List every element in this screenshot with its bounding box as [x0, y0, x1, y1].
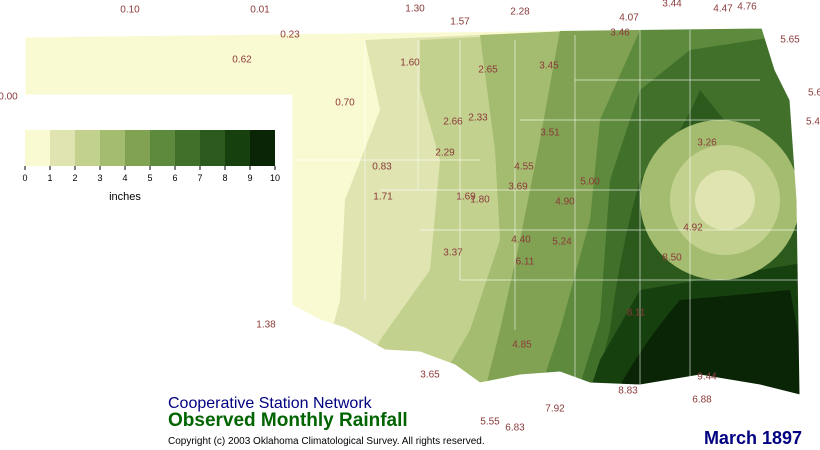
- station-value: 5.24: [552, 237, 572, 248]
- station-value: 3.65: [420, 370, 440, 381]
- station-value: 5.00: [580, 177, 600, 188]
- legend-tick-label: 4: [122, 173, 127, 183]
- county-lines: [292, 30, 800, 385]
- date-label: March 1897: [704, 428, 802, 448]
- station-value: 1.57: [450, 17, 470, 28]
- station-value: 1.30: [405, 4, 425, 15]
- station-value: 2.65: [478, 65, 498, 76]
- station-value: 8.50: [662, 253, 682, 264]
- station-value: 7.92: [545, 404, 565, 415]
- legend-swatch: [200, 130, 225, 166]
- legend-tick-label: 9: [247, 173, 252, 183]
- station-value: 1.71: [373, 192, 393, 203]
- station-value: 8.83: [618, 386, 638, 397]
- legend-tick-label: 10: [270, 173, 280, 183]
- station-value: 6.88: [692, 395, 712, 406]
- station-value: 2.29: [435, 148, 455, 159]
- station-value: 1.80: [470, 195, 490, 206]
- legend-label: inches: [109, 191, 141, 203]
- station-value: 5.65: [780, 35, 800, 46]
- station-value: 4.76: [737, 2, 757, 13]
- station-value: 0.00: [0, 92, 18, 103]
- station-value: 3.44: [662, 0, 682, 10]
- station-value: 0.62: [232, 55, 252, 66]
- station-value: 1.38: [256, 320, 276, 331]
- station-value: 0.10: [120, 5, 140, 16]
- station-value: 0.70: [335, 98, 355, 109]
- station-value: 4.85: [512, 340, 532, 351]
- network-label: Cooperative Station Network: [168, 395, 373, 412]
- station-value: 4.90: [555, 197, 575, 208]
- station-value: 1.69: [456, 192, 476, 203]
- map-title: Observed Monthly Rainfall: [168, 410, 408, 431]
- station-value: 4.07: [619, 13, 639, 24]
- legend-swatch: [125, 130, 150, 166]
- legend-swatch: [175, 130, 200, 166]
- station-value: 0.83: [372, 162, 392, 173]
- station-value: 2.66: [443, 117, 463, 128]
- station-value: 6.83: [505, 423, 525, 434]
- legend-swatch: [75, 130, 100, 166]
- station-value: 0.23: [280, 30, 300, 41]
- legend-tick-label: 1: [47, 173, 52, 183]
- legend-swatch: [225, 130, 250, 166]
- legend-tick-label: 7: [197, 173, 202, 183]
- station-value: 2.28: [510, 7, 530, 18]
- legend-swatch: [150, 130, 175, 166]
- station-value: 3.26: [697, 138, 717, 149]
- station-value: 0.01: [250, 5, 270, 16]
- station-value: 6.11: [516, 257, 535, 268]
- legend-swatch: [50, 130, 75, 166]
- station-value: 1.60: [400, 58, 420, 69]
- legend-tick-label: 2: [72, 173, 77, 183]
- legend-swatch: [25, 130, 50, 166]
- station-value: 3.45: [539, 61, 559, 72]
- station-value: 3.46: [610, 28, 630, 39]
- station-value: 4.92: [683, 223, 703, 234]
- station-value: 8.11: [627, 308, 646, 319]
- station-value: 3.51: [540, 128, 560, 139]
- legend-swatch: [250, 130, 275, 166]
- station-value: 4.40: [511, 235, 531, 246]
- legend-tick-label: 8: [222, 173, 227, 183]
- station-value: 4.47: [713, 4, 733, 15]
- state-outline: [24, 27, 801, 396]
- legend-tick-label: 3: [97, 173, 102, 183]
- station-value: 4.55: [514, 162, 534, 173]
- legend-swatch: [100, 130, 125, 166]
- copyright: Copyright (c) 2003 Oklahoma Climatologic…: [168, 436, 485, 447]
- legend-tick-label: 5: [147, 173, 152, 183]
- station-value: 3.37: [443, 248, 463, 259]
- station-value: 3.69: [508, 182, 528, 193]
- station-value: 2.33: [468, 113, 488, 124]
- station-value: 5.6: [808, 88, 820, 99]
- legend-tick-label: 0: [22, 173, 27, 183]
- legend-tick-label: 6: [172, 173, 177, 183]
- station-value: 5.4: [806, 117, 820, 128]
- station-value: 5.55: [480, 417, 500, 428]
- station-value: 9.44: [697, 372, 717, 383]
